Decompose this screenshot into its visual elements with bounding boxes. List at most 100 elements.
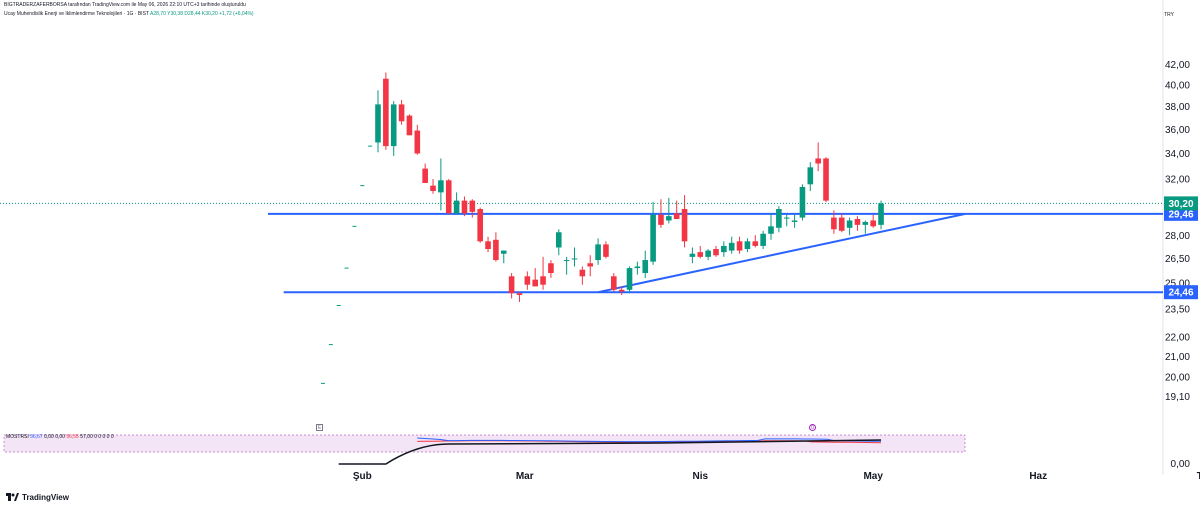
- candle-body: [728, 242, 735, 251]
- candle-body: [799, 186, 806, 218]
- candle-body: [673, 213, 680, 220]
- price-tick-label: 23,50: [1165, 305, 1190, 316]
- indicator-extra-values: 57,00 0 0 0 0 0: [80, 434, 114, 440]
- tradingview-logo-icon: [6, 493, 19, 501]
- time-axis-label: Şub: [353, 471, 372, 482]
- tradingview-logo-text: TradingView: [22, 492, 69, 502]
- candle-body: [721, 245, 727, 253]
- chart-credit: BIGTRADERZAFERBORSA tarafından TradingVi…: [4, 2, 246, 8]
- candle-body: [524, 276, 531, 285]
- candle-body: [666, 216, 672, 221]
- time-axis: Şub Mar Nis May Haz Tem: [353, 471, 1200, 482]
- candle-body: [548, 263, 554, 274]
- candle-body: [453, 200, 460, 214]
- indicator-most-line: [338, 439, 882, 465]
- candle-body: [406, 115, 413, 136]
- candle-body: [555, 232, 562, 248]
- candle-body: [579, 269, 586, 277]
- last-price-tag-label: 30,20: [1168, 199, 1193, 210]
- indicator-pane: [3, 434, 966, 465]
- candle-body: [461, 200, 468, 214]
- candle-body: [658, 214, 664, 225]
- candle-body: [485, 241, 491, 250]
- candle-body: [500, 250, 507, 254]
- time-axis-label: Nis: [692, 471, 708, 482]
- candle-body: [438, 180, 444, 193]
- candle-body: [626, 268, 633, 290]
- candle-body: [508, 276, 515, 294]
- indicator-legend[interactable]: MOSTRSI 56,67 0,00 0,00 56,55 57,00 0 0 …: [6, 434, 114, 440]
- price-tick-label: 20,00: [1165, 373, 1190, 384]
- candle-body: [383, 78, 389, 147]
- candle-body: [445, 180, 452, 214]
- price-tick-label: 22,00: [1165, 332, 1190, 343]
- candle-body: [469, 200, 476, 212]
- indicator-params: 0,00 0,00: [44, 434, 65, 440]
- price-level-tag-label: 29,46: [1168, 209, 1193, 220]
- candle-body: [878, 203, 884, 225]
- price-tick-label: 40,00: [1165, 81, 1190, 92]
- candle-body: [595, 244, 601, 261]
- candle-body: [760, 233, 766, 246]
- earnings-marker-icon[interactable]: E: [316, 424, 323, 431]
- candle-body: [532, 279, 538, 287]
- candle-body: [854, 219, 861, 225]
- candle-body: [807, 167, 814, 185]
- indicator-axis-label: 0,00: [1171, 459, 1191, 470]
- time-axis-label: Tem: [1197, 471, 1200, 482]
- indicator-signal-value: 56,55: [66, 434, 79, 440]
- price-tick-label: 26,50: [1165, 254, 1190, 265]
- time-axis-label: May: [863, 471, 883, 482]
- ohlc-values: A28,70 Y30,38 D28,44 K30,20 +1,72 (+6,04…: [150, 11, 254, 17]
- symbol-header[interactable]: Ucay Muhendislik Enerji ve Iklimlendirme…: [4, 11, 254, 17]
- price-tick-label: 28,00: [1165, 231, 1190, 242]
- candle-body: [516, 293, 523, 295]
- tradingview-logo[interactable]: TradingView: [6, 491, 69, 503]
- candle-body: [477, 209, 483, 242]
- price-tick-label: 32,00: [1165, 175, 1190, 186]
- candle-body: [713, 249, 719, 256]
- time-axis-label: Mar: [516, 471, 534, 482]
- price-axis: 42,00 40,00 38,00 36,00 34,00 32,00 28,00 26,50…: [1162, 0, 1191, 475]
- candle-body: [697, 252, 704, 257]
- candle-body: [744, 241, 751, 250]
- candle-body: [650, 214, 656, 262]
- indicator-rsi-value: 56,67: [30, 434, 43, 440]
- price-level-tag: [1164, 285, 1198, 300]
- candle-body: [571, 258, 578, 260]
- candle-body: [398, 104, 405, 122]
- candle-body: [689, 253, 696, 257]
- candle-body: [618, 289, 625, 292]
- candle-body: [736, 241, 743, 251]
- candle-body: [776, 209, 782, 228]
- candle-body: [846, 220, 853, 228]
- candle-body: [783, 217, 790, 219]
- price-tick-label: 34,00: [1165, 149, 1190, 160]
- candle-body: [390, 104, 397, 147]
- indicator-name: MOSTRSI: [6, 434, 29, 440]
- candle-body: [831, 217, 837, 230]
- candle-body: [768, 226, 774, 234]
- candles: [375, 72, 884, 302]
- symbol-name: Ucay Muhendislik Enerji ve Iklimlendirme…: [4, 11, 149, 17]
- candle-body: [430, 185, 436, 192]
- candle-body: [791, 220, 798, 222]
- candle-body: [752, 241, 759, 246]
- candle-body: [705, 250, 711, 257]
- dividend-marker-icon[interactable]: 0: [809, 424, 816, 431]
- candle-body: [414, 130, 421, 154]
- price-tick-label: 38,00: [1165, 102, 1190, 113]
- candle-body: [611, 276, 617, 290]
- candle-body: [838, 217, 845, 231]
- candle-body: [603, 244, 609, 257]
- price-tick-label: 21,00: [1165, 352, 1190, 363]
- candle-body: [540, 276, 546, 285]
- candle-body: [681, 209, 688, 242]
- price-tick-label: 42,00: [1165, 60, 1190, 71]
- candle-body: [375, 104, 381, 143]
- last-price-tag: [1164, 196, 1198, 211]
- time-axis-label: Haz: [1029, 471, 1047, 482]
- price-tick-label: 36,00: [1165, 125, 1190, 136]
- indicator-rsi-line: [417, 437, 882, 443]
